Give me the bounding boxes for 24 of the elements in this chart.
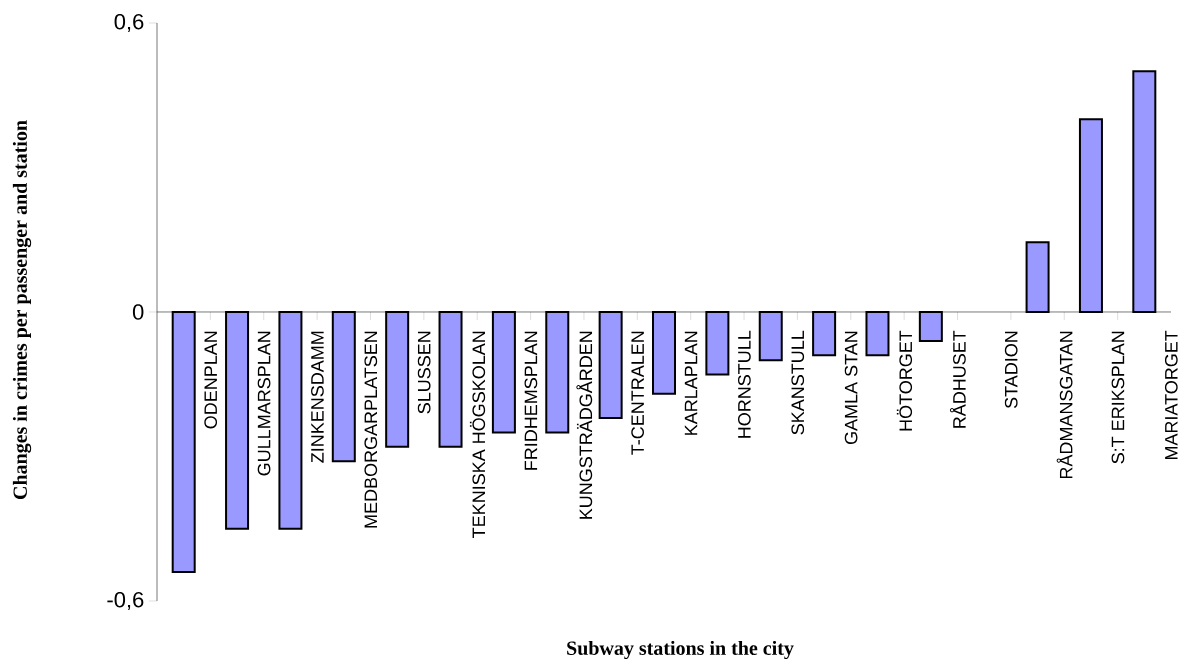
x-tick-label: RÅDHUSET <box>949 330 966 428</box>
x-tick-label: T-CENTRALEN <box>631 331 644 455</box>
x-tick-label: GAMLA STAN <box>844 331 858 445</box>
y-tick-label: -0,6 <box>107 591 144 611</box>
x-tick-label: ZINKENSDAMM <box>311 331 324 463</box>
y-axis-title: Changes in crimes per passenger and station <box>12 120 32 500</box>
x-tick-label: STADION <box>1004 331 1018 409</box>
x-tick-label: MEDBORGARPLATSEN <box>364 331 378 528</box>
x-tick-label: GULLMARSPLAN <box>257 331 271 476</box>
x-axis-title: Subway stations in the city <box>567 640 794 660</box>
x-tick-label: SKANSTULL <box>791 330 805 435</box>
x-tick-label: TEKNISKA HÖGSKOLAN <box>469 331 486 538</box>
y-tick-label: 0 <box>132 304 144 320</box>
x-tick-label: HORNSTULL <box>738 330 751 438</box>
x-tick-label: KARLAPLAN <box>684 331 698 435</box>
x-tick-label: S:T ERIKSPLAN <box>1111 331 1125 464</box>
x-tick-label: RÅDMANSGATAN <box>1056 331 1073 479</box>
x-tick-label: ODENPLAN <box>204 331 218 429</box>
x-tick-label: SLUSSEN <box>417 331 431 414</box>
y-tick-label: 0,6 <box>114 13 144 33</box>
x-tick-label: KUNGSTRÄDGÅRDEN <box>576 331 593 519</box>
x-tick-label: HÖTORGET <box>896 330 913 431</box>
x-tick-label: MARIATORGET <box>1164 330 1178 460</box>
x-tick-label: FRIDHEMSPLAN <box>524 331 538 470</box>
